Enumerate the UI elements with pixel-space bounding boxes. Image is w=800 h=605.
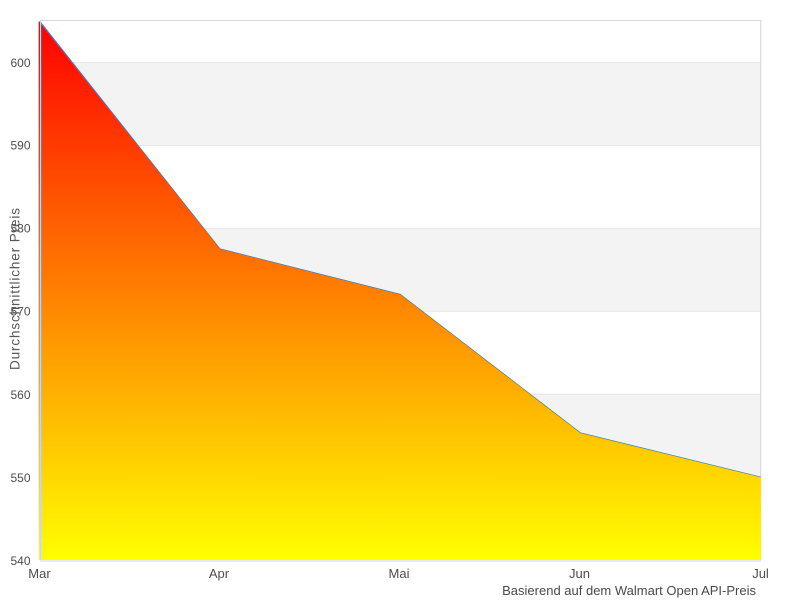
svg-text:600: 600 — [10, 56, 30, 70]
svg-text:Durchschnittlicher Preis: Durchschnittlicher Preis — [8, 208, 23, 370]
svg-text:Jun: Jun — [569, 566, 590, 581]
svg-text:540: 540 — [10, 554, 30, 568]
svg-text:Basierend auf dem Walmart Open: Basierend auf dem Walmart Open API-Preis — [502, 583, 756, 598]
svg-text:560: 560 — [10, 388, 30, 402]
svg-text:Mar: Mar — [28, 566, 51, 581]
svg-text:Mai: Mai — [389, 566, 410, 581]
svg-text:Jul: Jul — [752, 566, 769, 581]
svg-text:580: 580 — [10, 222, 30, 236]
svg-text:550: 550 — [10, 471, 30, 485]
svg-text:590: 590 — [10, 139, 30, 153]
svg-text:Apr: Apr — [209, 566, 230, 581]
svg-text:570: 570 — [10, 305, 30, 319]
